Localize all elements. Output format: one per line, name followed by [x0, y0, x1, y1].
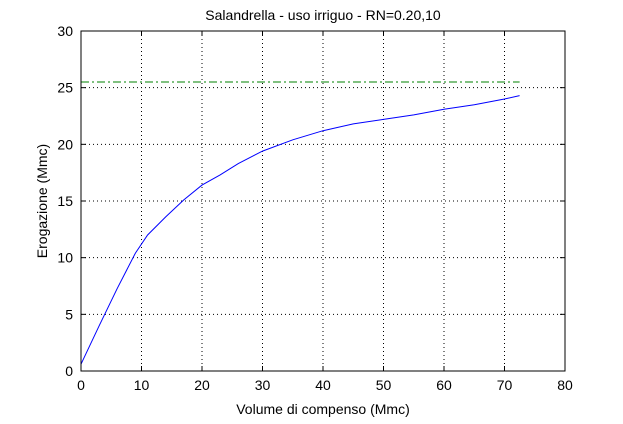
x-tick-label: 80 [557, 377, 573, 393]
chart-title: Salandrella - uso irriguo - RN=0.20,10 [205, 7, 441, 23]
series-line [80, 95, 520, 365]
x-tick-label: 60 [436, 377, 452, 393]
y-tick-label: 5 [65, 306, 73, 322]
y-tick-label: 25 [57, 80, 73, 96]
x-tick-label: 30 [255, 377, 271, 393]
y-tick-label: 0 [65, 363, 73, 379]
series-layer [80, 81, 520, 365]
x-tick-label: 40 [315, 377, 331, 393]
x-tick-label: 20 [194, 377, 210, 393]
y-tick-label: 30 [57, 23, 73, 39]
x-tick-label: 10 [134, 377, 150, 393]
y-tick-label: 20 [57, 136, 73, 152]
y-axis-label: Erogazione (Mmc) [34, 144, 50, 258]
x-tick-label: 50 [376, 377, 392, 393]
x-axis-label: Volume di compenso (Mmc) [236, 401, 410, 417]
ticks: 0 10 20 30 40 50 60 70 80 0 5 10 15 20 25 30 [57, 23, 573, 393]
y-tick-label: 15 [57, 193, 73, 209]
x-tick-label: 70 [497, 377, 513, 393]
x-tick-label: 0 [77, 377, 85, 393]
y-tick-label: 10 [57, 250, 73, 266]
grid [81, 31, 565, 371]
